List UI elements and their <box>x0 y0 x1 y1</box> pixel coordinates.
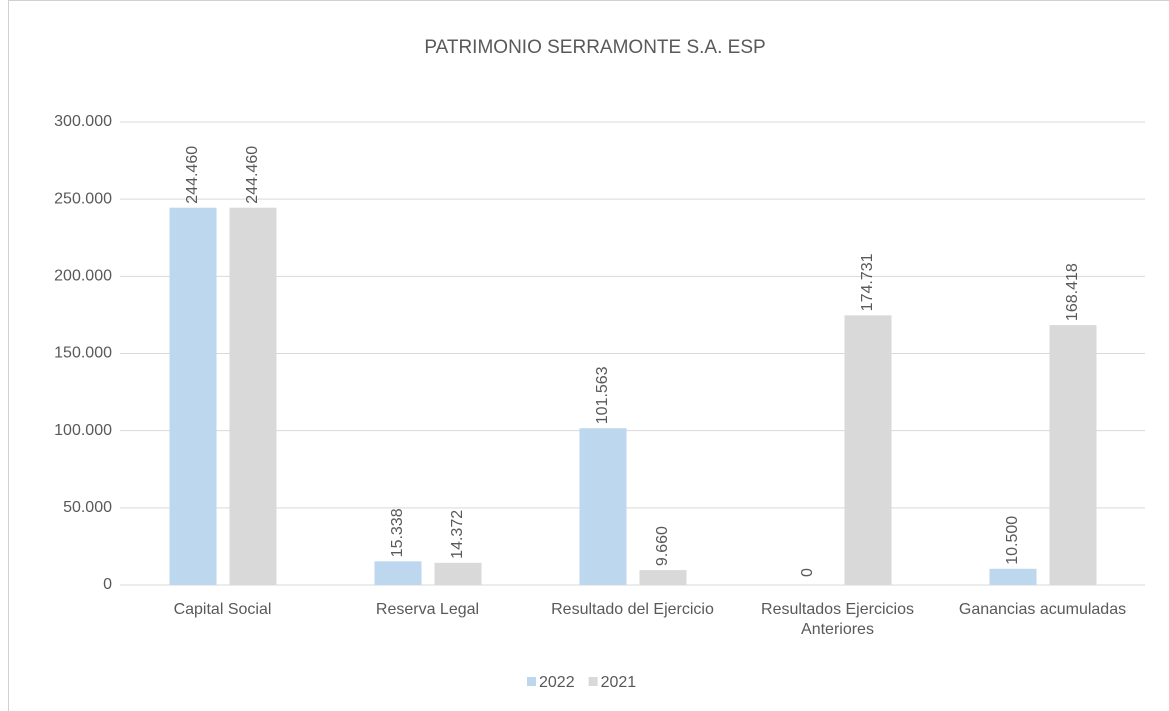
bar <box>989 568 1037 585</box>
value-label: 101.563 <box>594 366 611 424</box>
legend-swatch <box>527 677 536 686</box>
y-tick-label: 100.000 <box>54 422 112 439</box>
bar <box>169 207 217 585</box>
x-tick-label: Reserva Legal <box>375 601 480 618</box>
bar <box>579 428 627 585</box>
bar <box>1049 325 1097 585</box>
value-label: 9.660 <box>654 526 671 566</box>
y-tick-label: 50.000 <box>63 499 112 516</box>
x-tick-label: Resultado del Ejercicio <box>551 601 714 618</box>
y-tick-label: 0 <box>103 576 112 593</box>
bar <box>844 315 892 585</box>
legend-label: 2022 <box>539 674 575 691</box>
bar <box>374 561 422 585</box>
value-label: 168.418 <box>1064 263 1081 321</box>
x-tick-label: Ganancias acumuladas <box>958 601 1127 618</box>
value-label: 0 <box>799 568 816 577</box>
x-tick-label: Capital Social <box>173 601 272 618</box>
bar <box>434 562 482 585</box>
value-label: 15.338 <box>389 508 406 557</box>
value-label: 14.372 <box>449 510 466 559</box>
bar <box>639 570 687 585</box>
y-tick-label: 150.000 <box>54 345 112 362</box>
value-label: 244.460 <box>184 146 201 204</box>
y-tick-label: 250.000 <box>54 190 112 207</box>
value-label: 244.460 <box>244 146 261 204</box>
bar <box>229 207 277 585</box>
x-tick-label: Resultados Ejercicios Anteriores <box>761 601 914 638</box>
chart-title: PATRIMONIO SERRAMONTE S.A. ESP <box>424 37 765 58</box>
y-tick-label: 200.000 <box>54 268 112 285</box>
legend-label: 2021 <box>601 674 637 691</box>
value-label: 10.500 <box>1004 516 1021 565</box>
value-label: 174.731 <box>859 253 876 311</box>
legend-swatch <box>588 677 598 686</box>
y-tick-label: 300.000 <box>54 113 112 130</box>
